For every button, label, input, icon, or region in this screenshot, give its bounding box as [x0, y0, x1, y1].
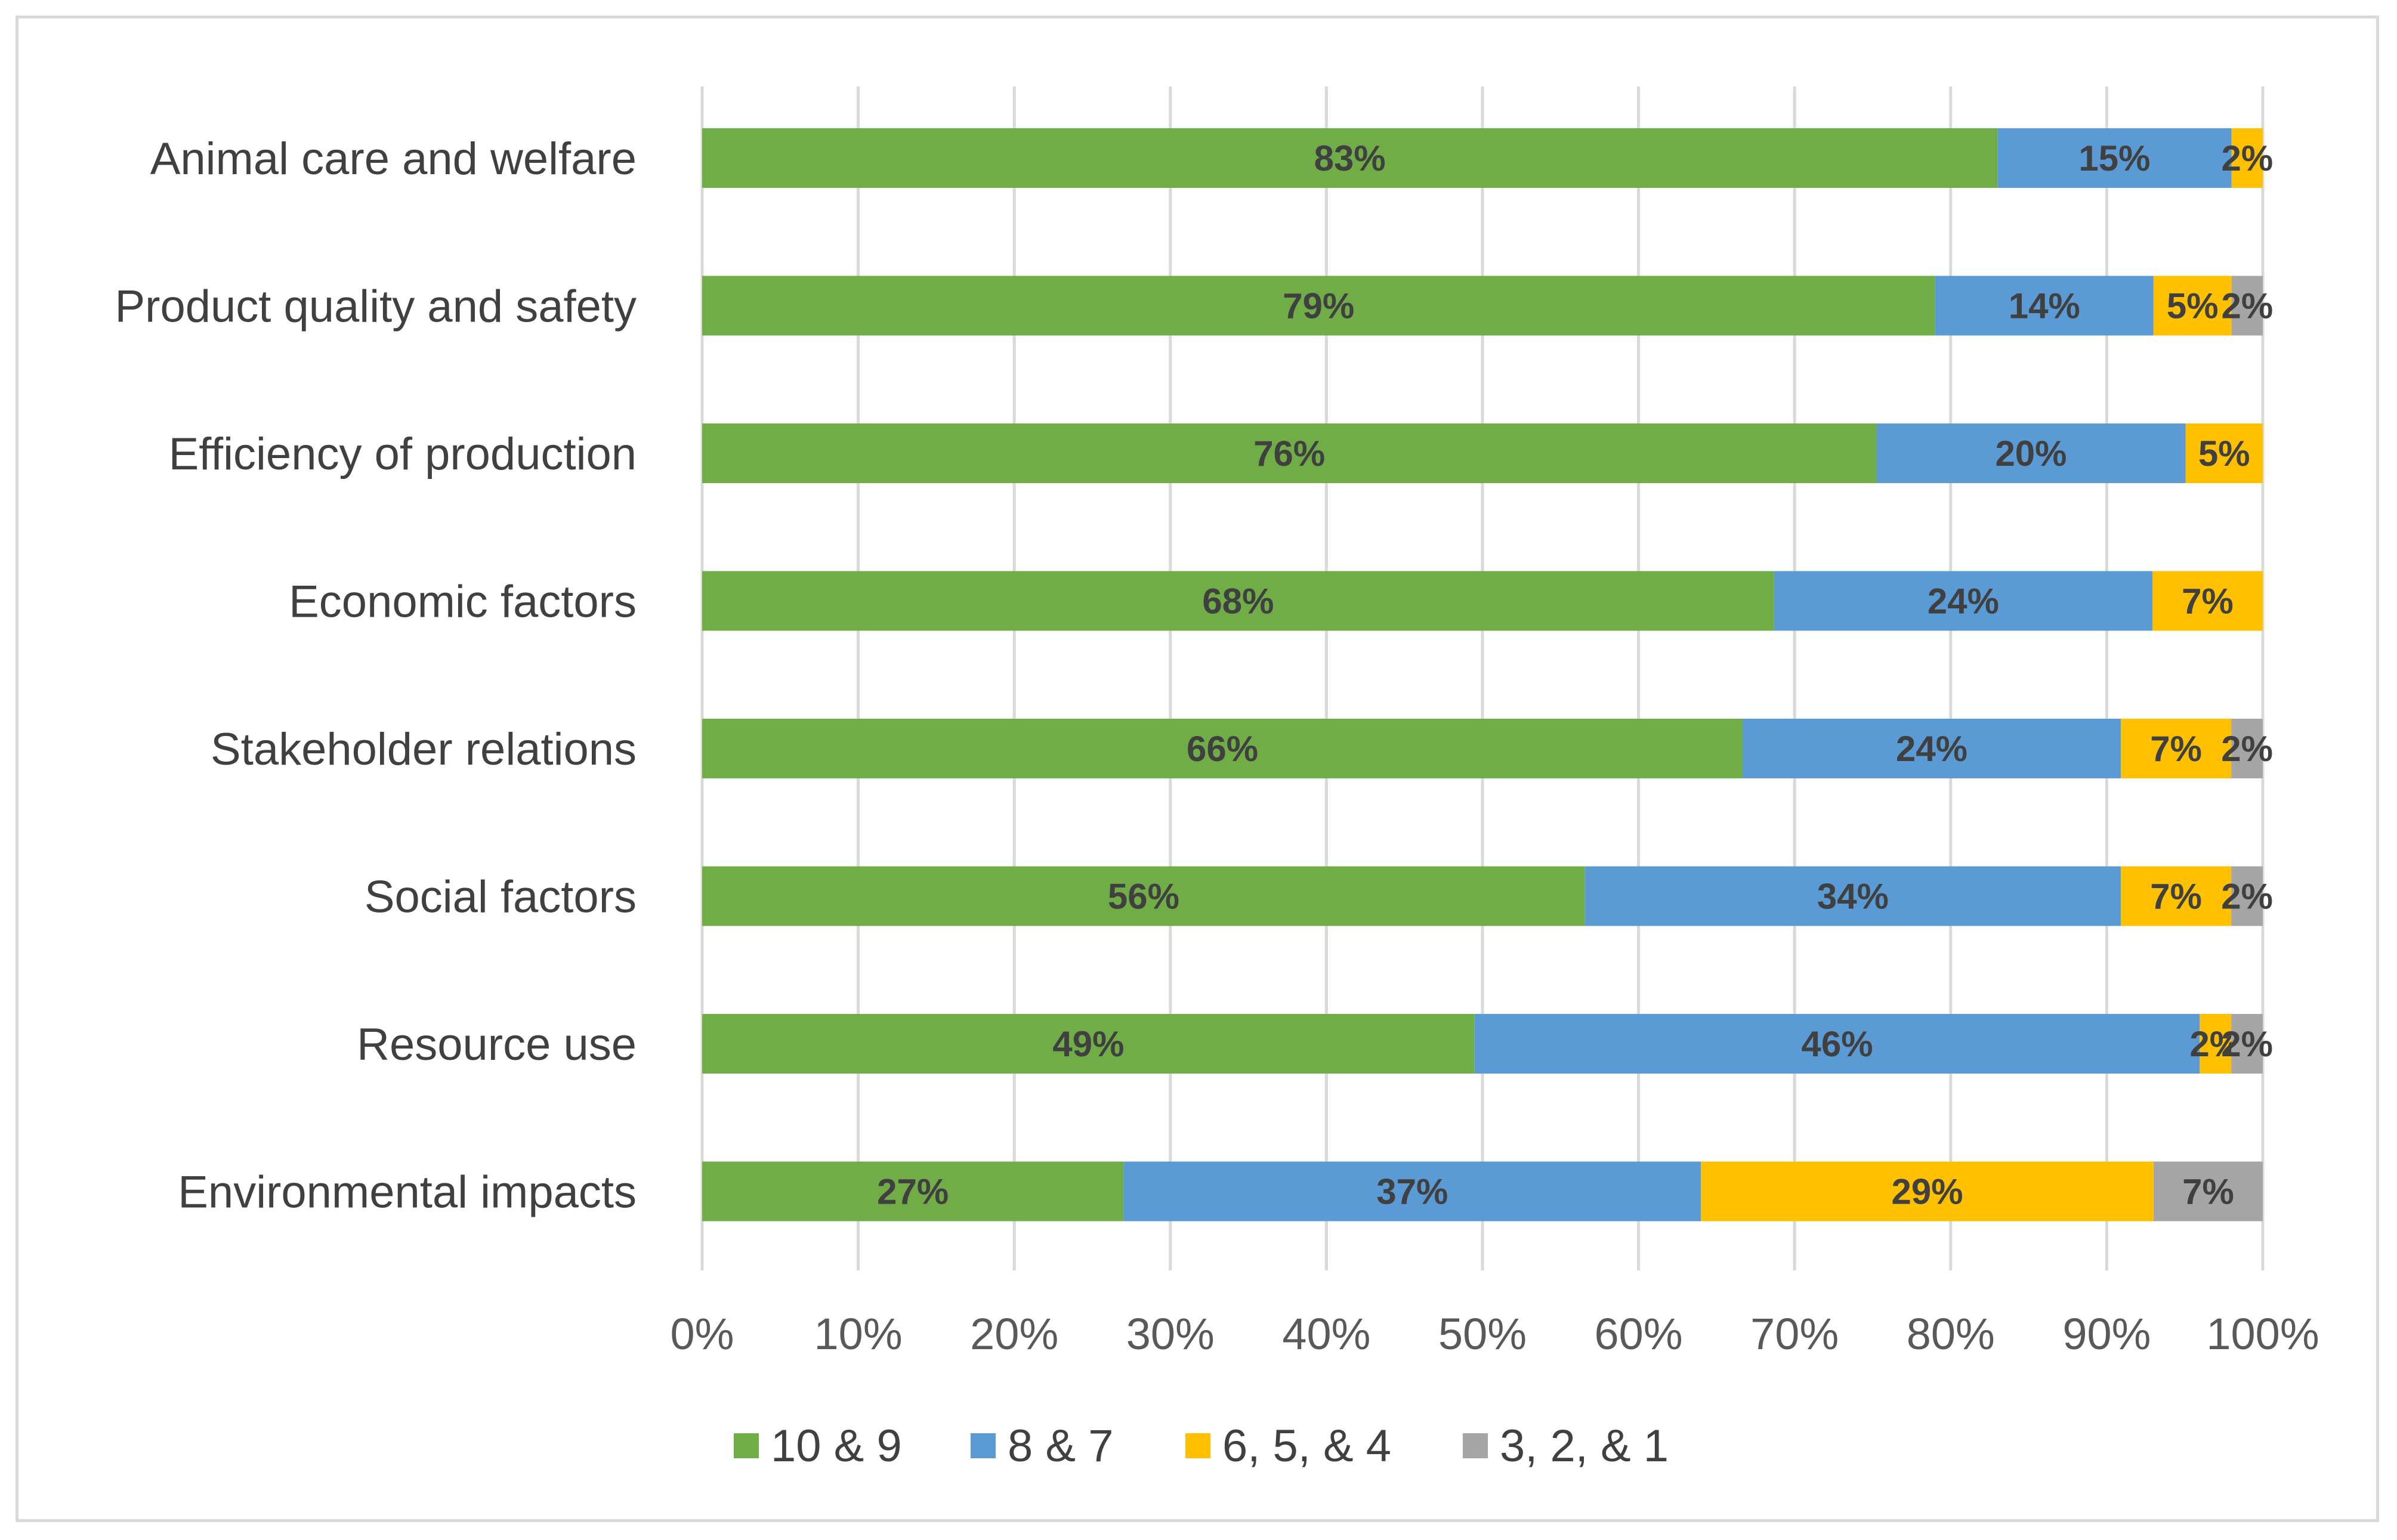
data-label-animal-care-and-welfare-8-7: 15%	[2078, 138, 2150, 178]
data-label-environmental-impacts-3-2-1: 7%	[2182, 1172, 2234, 1212]
data-label-animal-care-and-welfare-6-5-4: 2%	[2221, 138, 2273, 178]
category-label-environmental-impacts: Environmental impacts	[178, 1167, 637, 1218]
bar-efficiency-of-production-6-5-4	[2185, 423, 2263, 483]
legend: 10 & 9 8 & 7 6, 5, & 4 3, 2, & 1	[734, 1421, 1669, 1471]
data-label-social-factors-8-7: 34%	[1817, 877, 1889, 917]
bar-environmental-impacts-3-2-1	[2153, 1161, 2263, 1222]
bar-environmental-impacts-6-5-4	[1701, 1161, 2154, 1222]
bar-environmental-impacts-10-9	[702, 1161, 1124, 1222]
data-label-product-quality-and-safety-8-7: 14%	[2009, 286, 2080, 326]
bar-efficiency-of-production-10-9	[702, 423, 1877, 483]
data-label-stakeholder-relations-6-5-4: 7%	[2150, 729, 2202, 769]
x-tick-label-0: 0%	[671, 1309, 734, 1359]
legend-label-10-9: 10 & 9	[771, 1421, 902, 1471]
category-label-animal-care-and-welfare: Animal care and welfare	[150, 134, 637, 184]
bar-social-factors-6-5-4	[2121, 866, 2232, 926]
data-label-resource-use-3-2-1: 2%	[2221, 1024, 2273, 1064]
data-label-environmental-impacts-6-5-4: 29%	[1892, 1172, 1963, 1212]
legend-label-6-5-4: 6, 5, & 4	[1222, 1421, 1391, 1471]
bar-social-factors-3-2-1	[2231, 866, 2263, 926]
data-label-environmental-impacts-8-7: 37%	[1376, 1172, 1448, 1212]
data-label-social-factors-6-5-4: 7%	[2150, 877, 2202, 917]
bar-economic-factors-6-5-4	[2152, 571, 2263, 631]
bar-resource-use-10-9	[702, 1014, 1475, 1074]
legend-label-3-2-1: 3, 2, & 1	[1500, 1421, 1669, 1471]
x-tick-label-80: 80%	[1907, 1309, 1995, 1359]
data-label-stakeholder-relations-3-2-1: 2%	[2221, 729, 2273, 769]
bar-social-factors-10-9	[702, 866, 1585, 926]
data-label-economic-factors-8-7: 24%	[1928, 582, 1999, 621]
legend-swatch-6-5-4	[1185, 1433, 1210, 1458]
data-label-stakeholder-relations-8-7: 24%	[1896, 729, 1967, 769]
data-label-social-factors-3-2-1: 2%	[2221, 877, 2273, 917]
data-label-product-quality-and-safety-6-5-4: 5%	[2167, 286, 2219, 326]
data-label-animal-care-and-welfare-10-9: 83%	[1314, 138, 1386, 178]
x-tick-label-40: 40%	[1282, 1309, 1370, 1359]
bar-product-quality-and-safety-10-9	[702, 276, 1935, 336]
category-labels: Animal care and welfare Product quality a…	[115, 134, 637, 1218]
data-label-stakeholder-relations-10-9: 66%	[1187, 729, 1258, 769]
bar-product-quality-and-safety-3-2-1	[2231, 276, 2263, 336]
legend-swatch-10-9	[734, 1433, 759, 1458]
bar-product-quality-and-safety-8-7	[1935, 276, 2154, 336]
bars: 83% 15% 2%79% 14% 5% 2%76% 20% 5%68% 24% 7%66% 24%…	[702, 128, 2273, 1222]
bar-animal-care-and-welfare-6-5-4	[2231, 128, 2263, 188]
category-label-stakeholder-relations: Stakeholder relations	[211, 724, 637, 775]
x-tick-label-60: 60%	[1595, 1309, 1683, 1359]
bar-stakeholder-relations-8-7	[1743, 719, 2121, 778]
category-label-economic-factors: Economic factors	[289, 577, 637, 627]
x-tick-label-50: 50%	[1438, 1309, 1527, 1359]
x-tick-label-90: 90%	[2062, 1309, 2151, 1359]
data-label-product-quality-and-safety-3-2-1: 2%	[2221, 286, 2273, 326]
x-tick-label-10: 10%	[814, 1309, 903, 1359]
legend-swatch-3-2-1	[1463, 1433, 1488, 1458]
data-label-economic-factors-6-5-4: 7%	[2182, 582, 2234, 621]
data-label-economic-factors-10-9: 68%	[1202, 582, 1274, 621]
x-tick-label-70: 70%	[1750, 1309, 1839, 1359]
data-label-product-quality-and-safety-10-9: 79%	[1283, 286, 1354, 326]
legend-swatch-8-7	[971, 1433, 996, 1458]
bar-stakeholder-relations-3-2-1	[2231, 719, 2263, 778]
bar-environmental-impacts-8-7	[1123, 1161, 1701, 1222]
x-tick-label-30: 30%	[1126, 1309, 1215, 1359]
bar-economic-factors-10-9	[702, 571, 1774, 631]
category-label-product-quality-and-safety: Product quality and safety	[115, 282, 637, 332]
bar-animal-care-and-welfare-8-7	[1997, 128, 2232, 188]
data-label-environmental-impacts-10-9: 27%	[877, 1172, 949, 1212]
data-label-social-factors-10-9: 56%	[1108, 877, 1179, 917]
bar-efficiency-of-production-8-7	[1876, 423, 2186, 483]
data-label-efficiency-of-production-8-7: 20%	[1995, 434, 2067, 474]
data-label-resource-use-8-7: 46%	[1801, 1024, 1873, 1064]
bar-animal-care-and-welfare-10-9	[702, 128, 1998, 188]
bar-resource-use-8-7	[1474, 1014, 2200, 1074]
bar-social-factors-8-7	[1584, 866, 2121, 926]
bar-stakeholder-relations-6-5-4	[2121, 719, 2232, 778]
data-label-resource-use-10-9: 49%	[1052, 1024, 1124, 1064]
legend-label-8-7: 8 & 7	[1008, 1421, 1113, 1471]
bar-resource-use-3-2-1	[2231, 1014, 2263, 1074]
data-label-efficiency-of-production-6-5-4: 5%	[2198, 434, 2250, 474]
category-label-resource-use: Resource use	[357, 1019, 637, 1070]
x-tick-label-100: 100%	[2206, 1309, 2319, 1359]
category-label-social-factors: Social factors	[365, 872, 637, 923]
bar-resource-use-6-5-4	[2200, 1014, 2232, 1074]
bar-stakeholder-relations-10-9	[702, 719, 1743, 778]
bar-product-quality-and-safety-6-5-4	[2153, 276, 2232, 336]
category-label-efficiency-of-production: Efficiency of production	[169, 429, 637, 480]
bar-economic-factors-8-7	[1774, 571, 2153, 631]
gridlines	[700, 86, 2265, 1270]
x-tick-label-20: 20%	[970, 1309, 1058, 1359]
data-label-efficiency-of-production-10-9: 76%	[1253, 434, 1325, 474]
x-axis-tick-labels: 0% 10% 20% 30% 40% 50% 60% 70% 80% 90% 100%	[671, 1309, 2319, 1359]
